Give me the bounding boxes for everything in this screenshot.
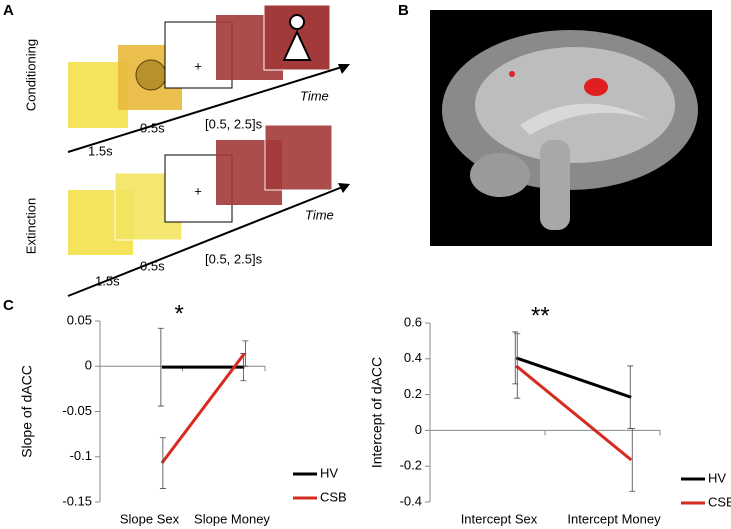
x-tick-label: Intercept Money — [567, 511, 661, 526]
legend-label: HV — [320, 465, 338, 480]
fixation: + — [194, 58, 202, 73]
x-tick-label: Slope Sex — [120, 511, 180, 526]
y-axis-label: Intercept of dACC — [369, 357, 385, 468]
y-tick-label: -0.4 — [400, 493, 422, 508]
error-bar — [629, 428, 636, 492]
outcome-square — [264, 124, 333, 191]
y-axis-label: Slope of dACC — [19, 365, 35, 458]
y-tick-label: 0.05 — [67, 312, 92, 327]
cerebellum — [470, 153, 530, 197]
coin-icon — [135, 59, 167, 91]
row-label: Conditioning — [23, 39, 38, 111]
legend-label: CSB — [708, 494, 731, 509]
arrow-head — [338, 183, 350, 193]
duration: [0.5, 2.5]s — [205, 251, 263, 266]
duration: 1.5s — [88, 143, 113, 158]
error-bar — [157, 327, 164, 407]
y-tick-label: 0.2 — [404, 386, 422, 401]
legend-label: HV — [708, 470, 726, 485]
activation — [584, 78, 608, 96]
panel-label: B — [398, 2, 409, 19]
y-tick-label: -0.2 — [400, 458, 422, 473]
y-tick-label: 0.6 — [404, 314, 422, 329]
legend-label: CSB — [320, 489, 347, 504]
corpus-callosum — [520, 103, 650, 135]
error-bar — [159, 437, 166, 489]
y-tick-label: 0.4 — [404, 350, 422, 365]
error-bar — [514, 333, 521, 399]
y-tick-label: -0.1 — [70, 448, 92, 463]
brain-image — [430, 10, 712, 246]
panel-label: A — [3, 2, 14, 19]
time-label: Time — [305, 207, 334, 222]
y-tick-label: 0 — [415, 422, 422, 437]
figure-icon — [282, 29, 312, 61]
task-diagram: Conditioning + Time 1.5s 0.5s [0.5, 2.5]… — [23, 4, 350, 297]
row-label: Extinction — [23, 198, 38, 254]
x-tick-label: Intercept Sex — [461, 511, 538, 526]
x-tick-label: Slope Money — [194, 511, 270, 526]
duration: 0.5s — [140, 258, 165, 273]
series-line — [515, 356, 632, 399]
time-arrow — [67, 185, 346, 297]
brainstem — [540, 140, 570, 230]
y-tick-label: -0.15 — [62, 493, 92, 508]
y-tick-label: -0.05 — [62, 403, 92, 418]
figure-icon — [289, 14, 305, 30]
activation — [509, 71, 515, 77]
significance: ** — [531, 302, 550, 329]
error-bar — [242, 340, 249, 367]
series-line — [160, 352, 246, 464]
time-arrow — [67, 65, 346, 153]
series-line — [515, 364, 633, 462]
time-label: Time — [300, 88, 329, 103]
duration: 0.5s — [140, 120, 165, 135]
fixation: + — [194, 183, 202, 198]
arrow-head — [338, 64, 350, 74]
y-tick-label: 0 — [85, 358, 92, 373]
duration: 1.5s — [95, 273, 120, 288]
significance: * — [175, 300, 184, 327]
panel-label: C — [3, 297, 14, 314]
duration: [0.5, 2.5]s — [205, 116, 263, 131]
